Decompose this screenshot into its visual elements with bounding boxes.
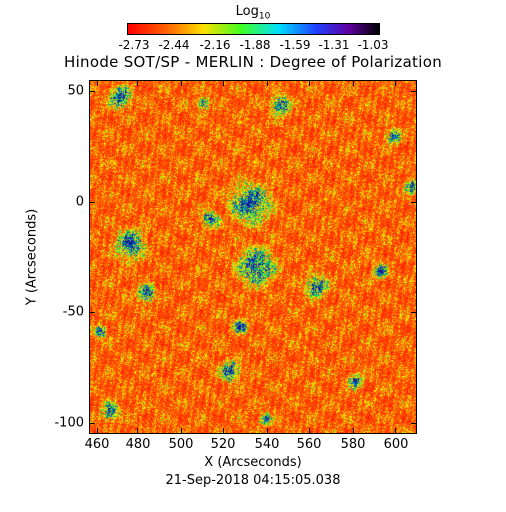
colorbar-tick: -1.88 (239, 38, 271, 52)
colorbar-tick: -2.73 (118, 38, 150, 52)
plot-title: Hinode SOT/SP - MERLIN : Degree of Polar… (63, 53, 442, 71)
x-tick-label: 580 (340, 437, 366, 452)
colorbar-tick: -2.44 (158, 38, 190, 52)
y-tick-label: -50 (62, 304, 84, 320)
x-tick-label: 600 (383, 437, 409, 452)
observation-timestamp: 21-Sep-2018 04:15:05.038 (165, 473, 341, 488)
colorbar (127, 23, 380, 35)
colorbar-gradient (128, 24, 379, 34)
colorbar-label: Log10 (0, 4, 506, 22)
y-tick-label: 50 (67, 83, 84, 99)
x-tick-label: 460 (84, 437, 110, 452)
colorbar-tick: -1.31 (318, 38, 350, 52)
y-tick-label: -100 (54, 415, 84, 431)
colorbar-tick: -1.59 (279, 38, 311, 52)
x-tick-label: 520 (210, 437, 236, 452)
x-tick-label: 480 (125, 437, 151, 452)
y-axis-label: Y (Arcseconds) (24, 208, 40, 306)
y-tick-label: 0 (75, 194, 84, 210)
colorbar-label-text: Log (235, 4, 259, 19)
colorbar-tick: -1.03 (357, 38, 389, 52)
polarization-map-image (90, 81, 416, 433)
colorbar-tick: -2.16 (199, 38, 231, 52)
colorbar-label-sub: 10 (258, 11, 271, 22)
x-axis-label: X (Arcseconds) (204, 455, 302, 470)
x-tick-label: 540 (254, 437, 280, 452)
x-tick-label: 560 (296, 437, 322, 452)
x-tick-label: 500 (168, 437, 194, 452)
polarization-map (89, 80, 417, 434)
